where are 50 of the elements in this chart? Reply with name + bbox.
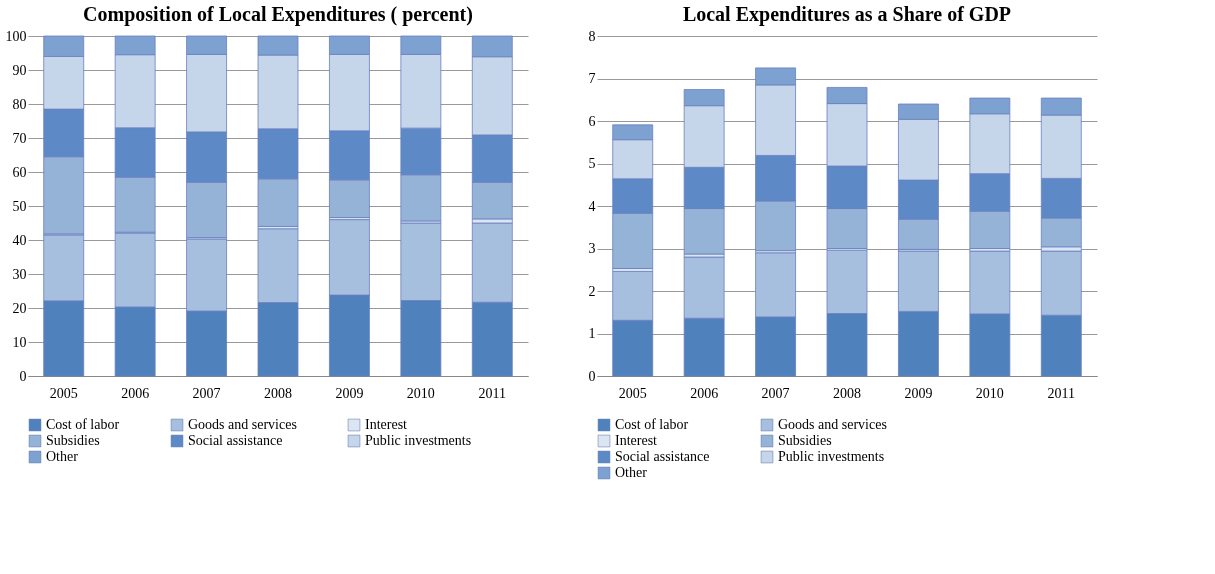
legend-label: Other: [46, 449, 79, 464]
legend-label: Subsidies: [46, 433, 100, 448]
y-tick-label: 6: [588, 113, 596, 129]
y-tick-label: 100: [5, 28, 27, 44]
y-tick-label: 80: [12, 96, 27, 112]
x-tick-label: 2005: [49, 385, 78, 401]
x-tick-label: 2008: [264, 385, 292, 401]
legend-label: Other: [615, 465, 648, 480]
x-tick-label: 2008: [833, 385, 861, 401]
y-tick-label: 50: [12, 198, 27, 214]
y-tick-label: 4: [588, 198, 596, 214]
legend-label: Social assistance: [615, 449, 710, 464]
chart-title: Local Expenditures as a Share of GDP: [682, 3, 1012, 26]
y-tick-label: 2: [588, 283, 596, 299]
x-tick-label: 2006: [121, 385, 150, 401]
x-tick-label: 2009: [335, 385, 364, 401]
legend-label: Public investments: [365, 433, 472, 448]
y-tick-label: 7: [588, 71, 596, 86]
y-tick-label: 8: [588, 28, 596, 44]
legend-label: Interest: [615, 433, 658, 448]
y-tick-label: 40: [12, 232, 27, 248]
y-tick-label: 30: [12, 266, 27, 282]
x-tick-label: 2007: [192, 385, 221, 401]
y-tick-label: 70: [12, 130, 27, 146]
y-tick-label: 0: [19, 368, 27, 384]
y-tick-label: 1: [588, 326, 596, 341]
y-tick-label: 0: [588, 368, 596, 384]
y-tick-label: 60: [12, 164, 27, 180]
x-tick-label: 2005: [618, 385, 647, 401]
y-tick-label: 90: [12, 62, 27, 78]
x-tick-label: 2011: [478, 385, 507, 401]
x-tick-label: 2010: [406, 385, 435, 401]
legend-label: Social assistance: [188, 433, 283, 448]
x-tick-label: 2006: [690, 385, 719, 401]
y-tick-label: 5: [588, 156, 596, 171]
x-tick-label: 2007: [761, 385, 790, 401]
legend-label: Goods and services: [188, 417, 297, 432]
y-tick-label: 3: [588, 241, 596, 256]
x-tick-label: 2010: [975, 385, 1004, 401]
legend-label: Cost of labor: [46, 417, 120, 432]
legend-label: Cost of labor: [615, 417, 689, 432]
legend-label: Interest: [365, 417, 408, 432]
y-tick-label: 10: [12, 334, 27, 350]
legend-label: Goods and services: [778, 417, 887, 432]
x-tick-label: 2011: [1047, 385, 1076, 401]
chart-title: Composition of Local Expenditures ( percent): [83, 3, 473, 26]
legend-label: Subsidies: [778, 433, 832, 448]
legend-label: Public investments: [778, 449, 885, 464]
y-tick-label: 20: [12, 300, 27, 316]
x-tick-label: 2009: [904, 385, 933, 401]
